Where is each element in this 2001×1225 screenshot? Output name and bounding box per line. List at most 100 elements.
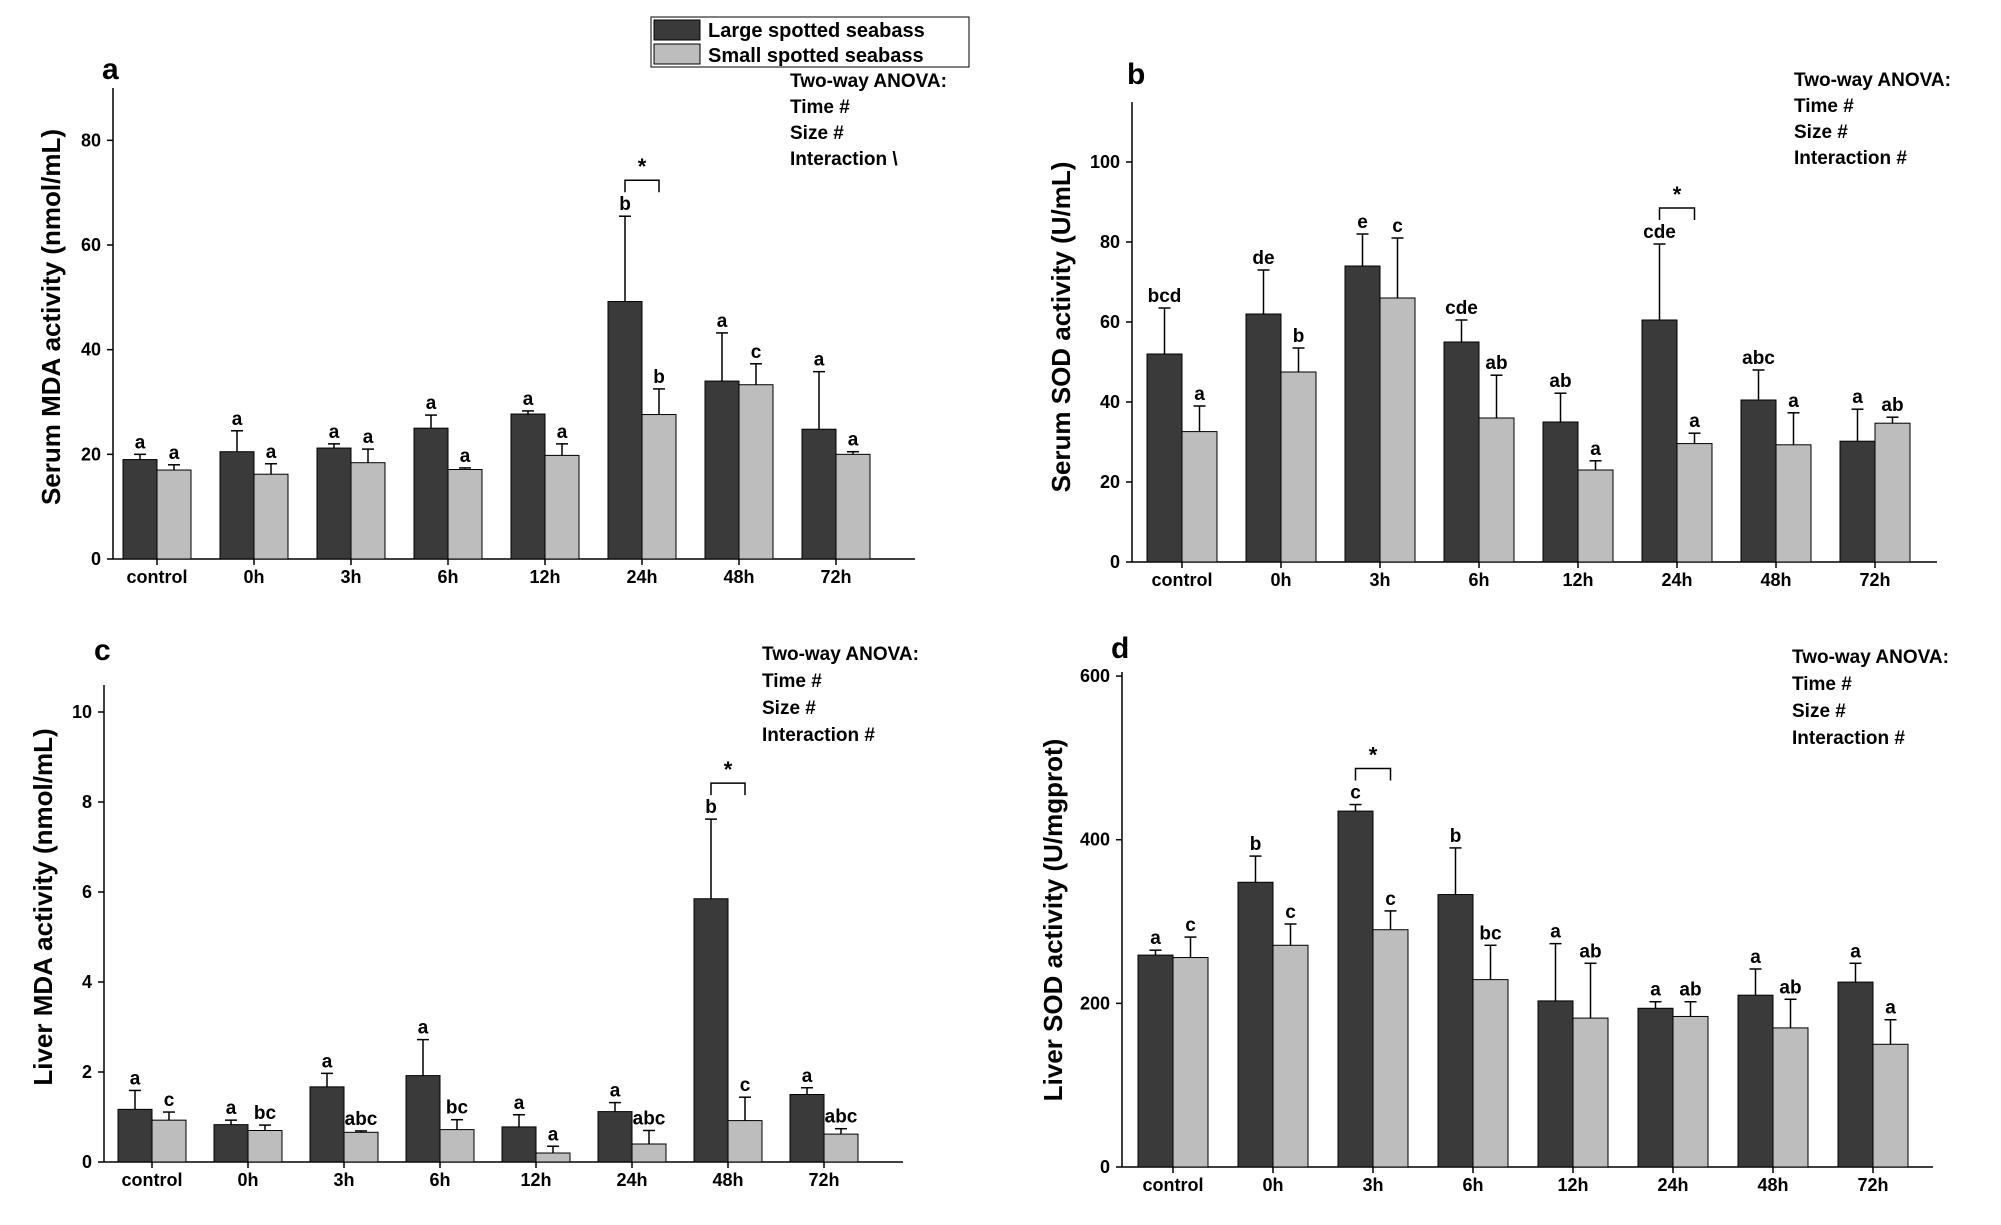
legend-box <box>650 16 970 68</box>
x-tick-label: 24h <box>1661 570 1692 590</box>
significance-letter: cde <box>1643 222 1676 243</box>
x-tick-label: 6h <box>429 1170 450 1190</box>
bar-small <box>1572 1017 1609 1168</box>
bar-large <box>117 1108 153 1163</box>
bar-small <box>1379 297 1416 563</box>
significance-letter: c <box>751 342 762 363</box>
x-tick-label: 72h <box>808 1170 839 1190</box>
x-tick-label: 24h <box>1657 1175 1688 1195</box>
significance-letter: a <box>135 432 146 453</box>
anova-line: Two-way ANOVA: <box>1792 647 1949 668</box>
significance-letter: a <box>717 311 728 332</box>
y-tick-label: 10 <box>72 702 92 722</box>
bar-small <box>156 469 192 560</box>
significance-letter: b <box>1293 326 1305 347</box>
significance-bracket <box>1658 207 1696 220</box>
y-tick-label: 40 <box>81 340 101 360</box>
bar-large <box>1146 353 1183 563</box>
significance-letter: cde <box>1445 298 1478 319</box>
y-tick-label: 200 <box>1080 993 1110 1013</box>
bar-small <box>738 384 774 560</box>
x-tick-label: 3h <box>1369 570 1390 590</box>
significance-letter: a <box>514 1093 525 1114</box>
bar-large <box>413 427 449 560</box>
significance-letter: a <box>1194 384 1205 405</box>
significance-letter: de <box>1252 248 1274 269</box>
significance-letter: a <box>1550 922 1561 943</box>
x-tick-label: 12h <box>529 567 560 587</box>
bar-large <box>122 459 158 560</box>
y-tick-label: 80 <box>1100 232 1120 252</box>
significance-letter: a <box>1689 411 1700 432</box>
significance-letter: b <box>705 797 717 818</box>
significance-bracket <box>1354 767 1392 781</box>
anova-line: Size # <box>1794 122 1848 143</box>
bar-large <box>1344 265 1381 563</box>
significance-letter: a <box>610 1081 621 1102</box>
anova-line: Two-way ANOVA: <box>1794 70 1951 91</box>
bar-small <box>535 1152 571 1163</box>
legend-swatch-large <box>653 19 701 41</box>
bar-small <box>343 1131 379 1163</box>
bar-small <box>1772 1027 1809 1168</box>
x-tick-label: 3h <box>340 567 361 587</box>
bar-small <box>1472 979 1509 1168</box>
y-tick-label: 0 <box>1100 1157 1110 1177</box>
significance-letter: abc <box>825 1107 858 1128</box>
x-tick-label: control <box>127 567 188 587</box>
x-tick-label: 3h <box>1362 1175 1383 1195</box>
bar-small <box>1672 1015 1709 1168</box>
x-tick-label: 48h <box>712 1170 743 1190</box>
anova-line: Size # <box>762 698 816 719</box>
significance-letter: abc <box>345 1109 378 1130</box>
significance-letter: a <box>1650 980 1661 1001</box>
significance-letter: a <box>460 446 471 467</box>
bar-small <box>1676 443 1713 563</box>
significance-letter: a <box>848 430 859 451</box>
legend-label-large: Large spotted seabass <box>708 20 925 42</box>
y-axis-title-a: Serum MDA activity (nmol/mL) <box>36 129 66 505</box>
bar-large <box>1637 1007 1674 1168</box>
anova-line: Two-way ANOVA: <box>762 644 919 665</box>
x-tick-label: 24h <box>616 1170 647 1190</box>
x-tick-label: 48h <box>1760 570 1791 590</box>
significance-letter: abc <box>633 1109 666 1130</box>
significance-letter: c <box>1385 889 1396 910</box>
x-tick-label: 12h <box>520 1170 551 1190</box>
bar-small <box>1280 371 1317 563</box>
legend-label-small: Small spotted seabass <box>708 45 924 67</box>
significance-letter: a <box>418 1018 429 1039</box>
y-tick-label: 60 <box>81 235 101 255</box>
bar-large <box>316 447 352 560</box>
anova-line: Time # <box>762 671 822 692</box>
bar-large <box>1737 994 1774 1168</box>
plot-area-d: 0200400600controlac0hbc3hcc6hbbc12haab24… <box>1080 666 1933 1195</box>
bar-small <box>1478 417 1515 563</box>
y-axis-title-d: Liver SOD activity (U/mgprot) <box>1038 739 1068 1102</box>
bar-large <box>693 898 729 1163</box>
bar-large <box>597 1111 633 1163</box>
significance-letter: a <box>1885 998 1896 1019</box>
anova-line: Size # <box>1792 701 1846 722</box>
significance-letter: ab <box>1679 980 1701 1001</box>
bar-small <box>1577 469 1614 563</box>
significance-star: * <box>1369 743 1378 768</box>
anova-line: Time # <box>790 97 850 118</box>
significance-letter: b <box>1450 826 1462 847</box>
bar-small <box>727 1120 763 1163</box>
bar-large <box>704 380 740 560</box>
significance-letter: ab <box>1579 941 1601 962</box>
panel-c: c Liver MDA activity (nmol/mL) Two-way A… <box>28 634 919 1190</box>
bar-large <box>1337 810 1374 1168</box>
x-tick-label: 0h <box>237 1170 258 1190</box>
y-axis-title-c: Liver MDA activity (nmol/mL) <box>28 728 58 1085</box>
bar-small <box>1181 431 1218 563</box>
anova-line: Time # <box>1794 96 1854 117</box>
anova-block-d: Two-way ANOVA: Time # Size # Interaction… <box>1792 647 1949 749</box>
plot-area-b: 0 20 40 60 80 100 control bcd a 0h de b 3h e c 6h cde ab 1… <box>1090 102 1937 590</box>
x-tick-label: 0h <box>1270 570 1291 590</box>
x-tick-label: 48h <box>1757 1175 1788 1195</box>
bar-small <box>1775 444 1812 563</box>
significance-letter: c <box>1350 783 1361 804</box>
